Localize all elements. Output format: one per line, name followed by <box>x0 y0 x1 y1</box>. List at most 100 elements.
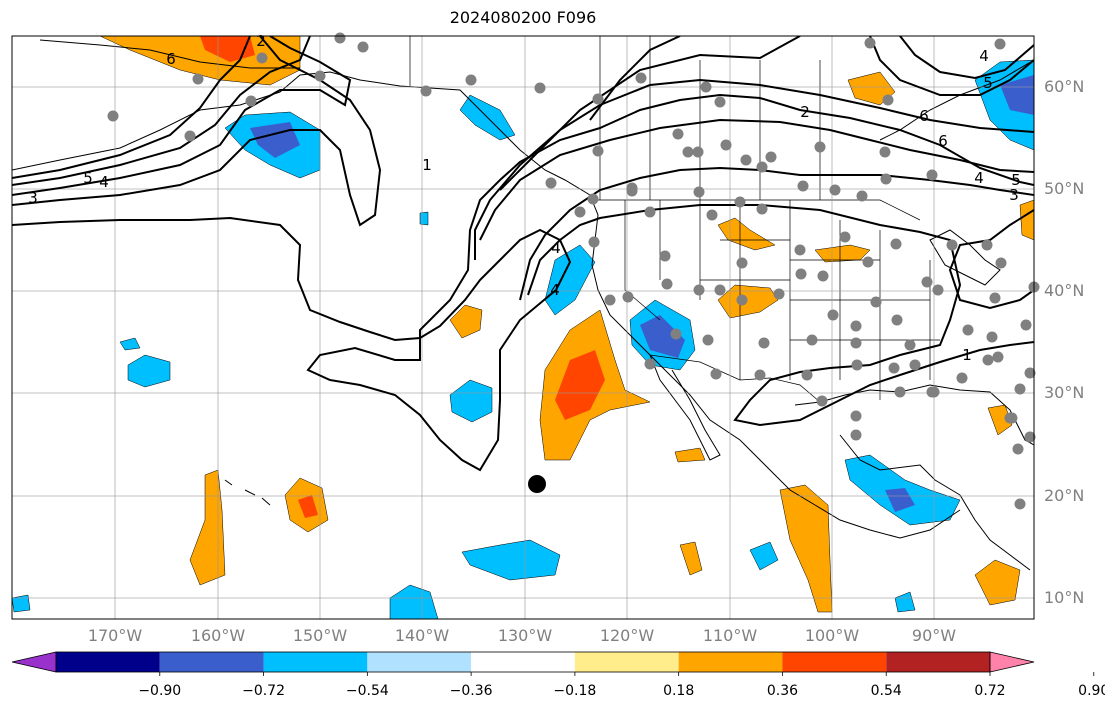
station-dot <box>587 193 599 205</box>
station-dot <box>574 206 586 218</box>
coastlines <box>12 39 1034 571</box>
station-dot <box>702 334 714 346</box>
station-dot <box>850 410 862 422</box>
station-dot <box>765 151 777 163</box>
contour-line <box>519 166 1034 301</box>
station-dot <box>736 257 748 269</box>
station-dot <box>758 337 770 349</box>
latitude-label: 50°N <box>1044 179 1085 198</box>
station-markers <box>107 32 1040 510</box>
station-dot <box>890 238 902 250</box>
colorbar-segment <box>471 652 575 672</box>
station-dot <box>693 284 705 296</box>
height-contours <box>12 36 1034 472</box>
colorbar-segment <box>56 652 160 672</box>
station-dot <box>879 146 891 158</box>
station-dot <box>672 128 684 140</box>
station-dot <box>626 185 638 197</box>
station-dot <box>534 82 546 94</box>
colorbar-tick-label: −0.36 <box>449 683 493 699</box>
colorbar-segment <box>574 652 679 672</box>
colorbar-tick-label: 0.90 <box>1078 683 1105 699</box>
station-dot <box>682 146 694 158</box>
station-dot <box>635 72 647 84</box>
colorbar-segment <box>263 652 368 672</box>
longitude-label: 160°W <box>190 626 246 645</box>
contour-line <box>12 93 1034 472</box>
station-dot <box>107 110 119 122</box>
station-dot <box>797 180 809 192</box>
colorbar-segment <box>159 652 264 672</box>
station-dot <box>982 354 994 366</box>
colorbar-segment <box>678 652 783 672</box>
longitude-label: 150°W <box>292 626 348 645</box>
station-dot <box>1012 443 1024 455</box>
station-dot <box>693 186 705 198</box>
station-dot <box>465 74 477 86</box>
contour-line <box>589 36 681 121</box>
contour-line <box>12 36 251 179</box>
station-dot <box>1004 412 1016 424</box>
station-dot <box>714 96 726 108</box>
colorbar-tick-label: 0.54 <box>870 683 902 699</box>
positive-anomaly-region <box>1019 199 1034 241</box>
station-dot <box>992 351 1004 363</box>
negative-anomaly-region <box>12 594 31 613</box>
station-dot <box>734 196 746 208</box>
positive-anomaly-region <box>189 469 226 586</box>
colorbar-segment <box>886 652 990 672</box>
latitude-label: 60°N <box>1044 77 1085 96</box>
station-dot <box>851 359 863 371</box>
station-dot <box>706 209 718 221</box>
station-dot <box>882 94 894 106</box>
positive-anomaly-region <box>674 447 706 463</box>
station-dot <box>644 206 656 218</box>
station-dot <box>994 38 1006 50</box>
contour-line <box>12 36 382 227</box>
hawaii-islands <box>224 479 271 506</box>
colorbar-tick-label: −0.90 <box>138 683 182 699</box>
station-dot <box>754 369 766 381</box>
station-dot <box>622 291 634 303</box>
storm-center-marker <box>528 475 546 493</box>
contour-label: 4 <box>99 173 109 191</box>
station-dot <box>880 173 892 185</box>
station-dot <box>592 145 604 157</box>
station-dot <box>661 278 673 290</box>
longitude-label: 130°W <box>497 626 553 645</box>
negative-anomaly-region <box>749 541 779 571</box>
longitude-label: 170°W <box>87 626 143 645</box>
map-title: 2024080200 F096 <box>449 8 597 27</box>
station-dot <box>870 296 882 308</box>
colorbar-max-extension <box>989 651 1035 673</box>
station-dot <box>956 372 968 384</box>
station-dot <box>756 161 768 173</box>
contour-line <box>12 36 352 196</box>
contour-label: 2 <box>800 103 810 121</box>
central-america-coastline <box>959 494 1031 571</box>
canada-coastline <box>589 194 961 539</box>
contour-line <box>499 36 801 191</box>
station-dot <box>756 203 768 215</box>
station-dot <box>740 154 752 166</box>
contour-label: 4 <box>550 281 560 299</box>
station-dot <box>981 239 993 251</box>
station-dot <box>864 37 876 49</box>
station-dot <box>986 331 998 343</box>
colorbar-tick-label: 0.18 <box>663 683 695 699</box>
colorbar-outline <box>55 651 991 673</box>
station-dot <box>816 395 828 407</box>
yucatan-coastline <box>839 434 961 496</box>
hudson-coastline <box>879 59 1034 141</box>
contour-label: 3 <box>28 189 38 207</box>
colorbar-tick-label: 0.72 <box>974 683 1006 699</box>
station-dot <box>891 314 903 326</box>
station-dot <box>962 324 974 336</box>
negative-anomaly-region <box>461 539 561 581</box>
contour-line <box>948 209 1034 310</box>
station-dot <box>700 81 712 93</box>
station-dot <box>1024 431 1036 443</box>
station-dot <box>814 141 826 153</box>
contour-line <box>12 36 311 186</box>
